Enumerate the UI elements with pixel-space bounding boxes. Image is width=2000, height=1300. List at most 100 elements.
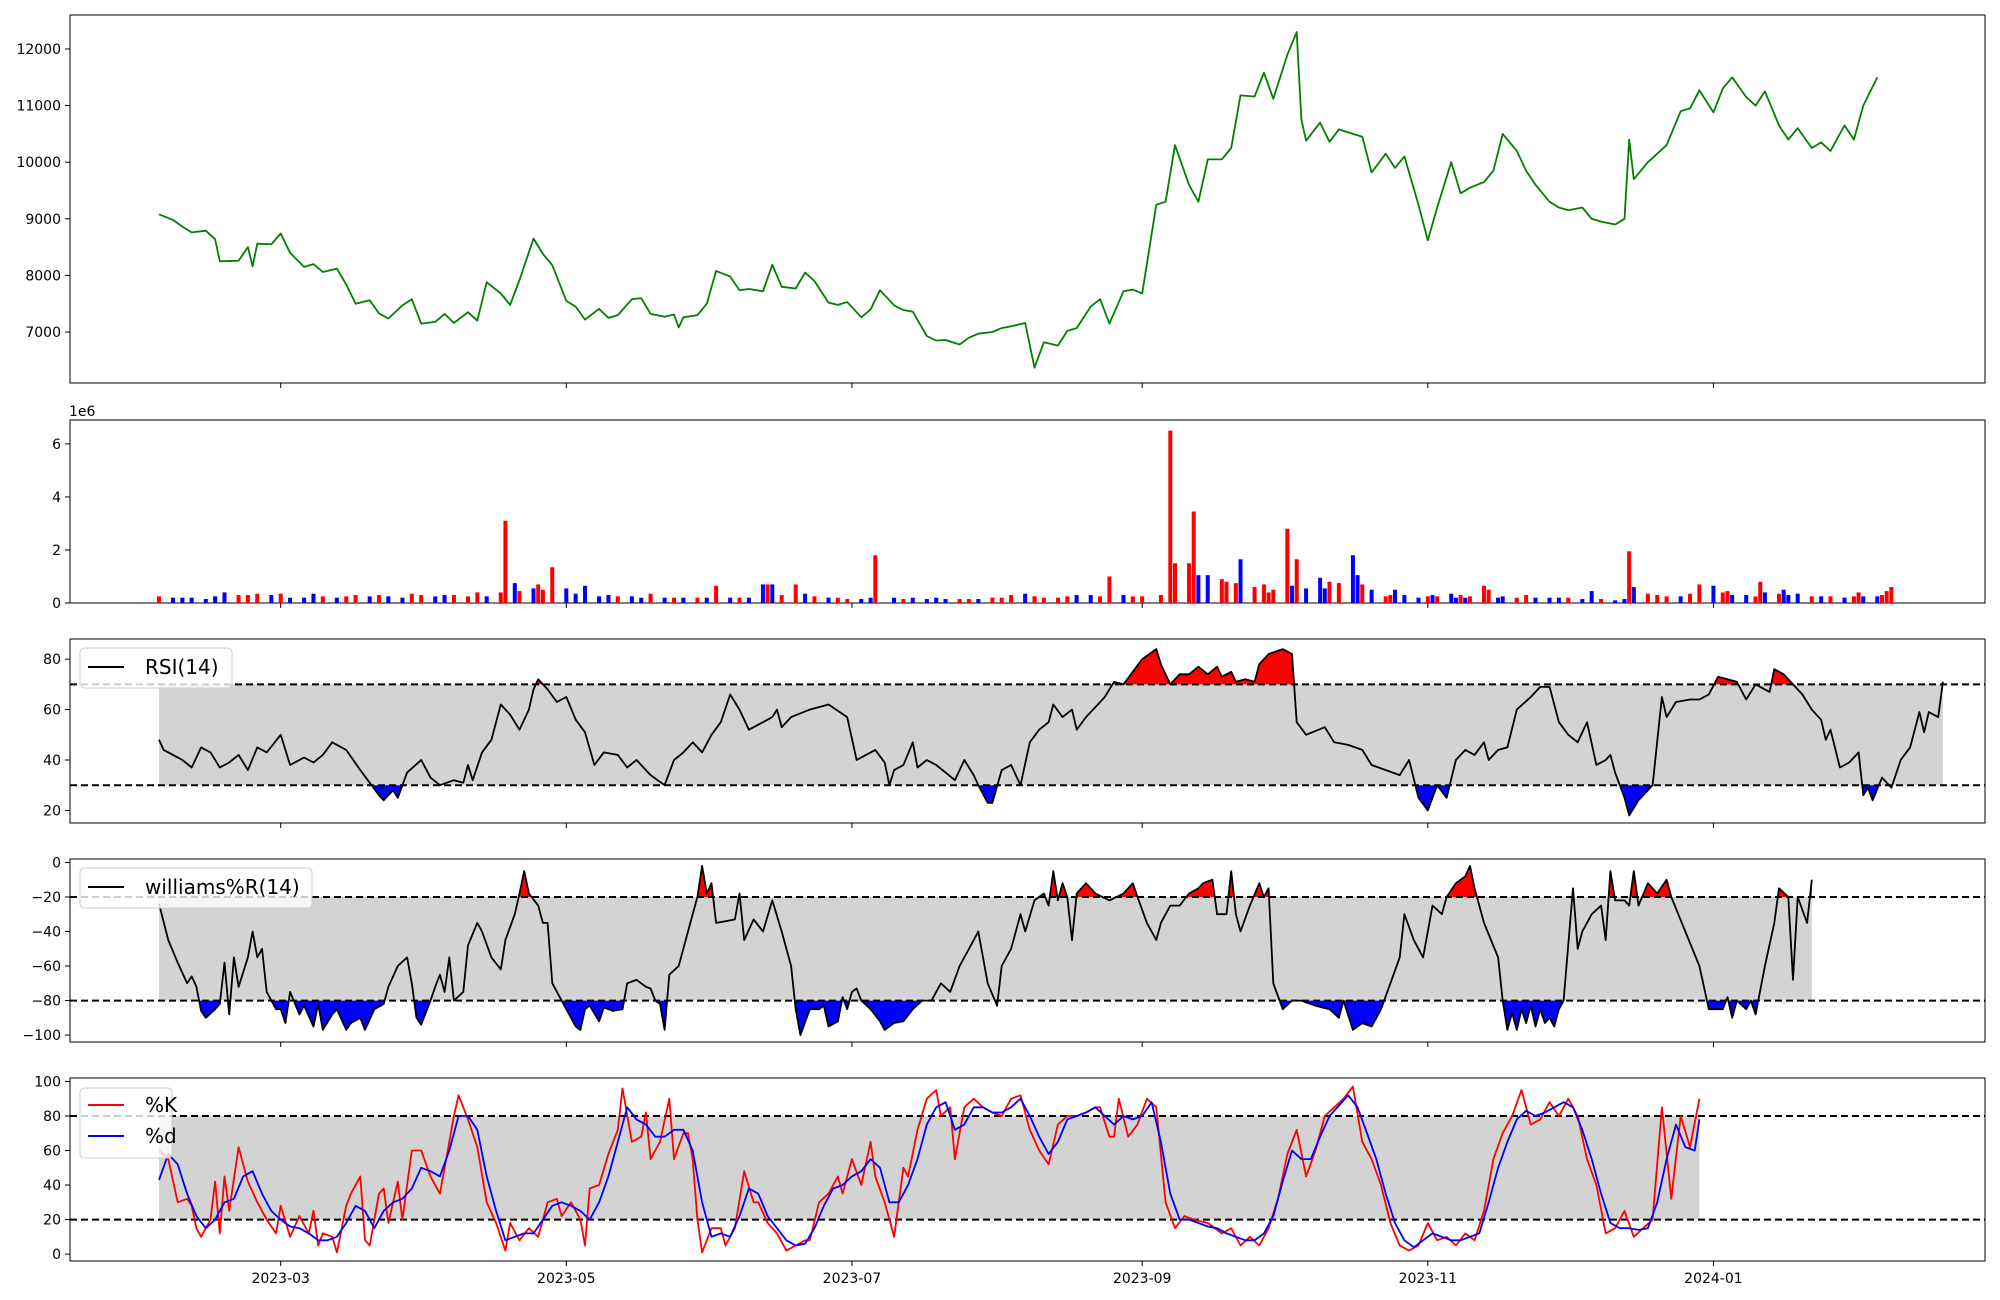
volume-bar xyxy=(639,597,644,603)
volume-bar xyxy=(1463,597,1468,603)
rsi-oversold-fill xyxy=(978,785,998,803)
rsi-series-line-0 xyxy=(158,648,1944,817)
volume-bar xyxy=(583,585,588,603)
rsi-overbought-fill xyxy=(1771,669,1793,685)
volume-bar xyxy=(1074,595,1079,603)
volume-bar xyxy=(564,588,569,603)
volume-bar xyxy=(1655,595,1660,603)
stochastic-y-tick-label: 40 xyxy=(43,1178,61,1194)
volume-bar xyxy=(1482,585,1487,603)
x-tick-label: 2023-09 xyxy=(1113,1271,1172,1287)
volume-bar xyxy=(1688,593,1693,603)
volume-bar xyxy=(648,593,653,603)
rsi-legend-box xyxy=(79,647,233,689)
volume-bar xyxy=(1172,563,1177,603)
volume-bar xyxy=(1023,593,1028,603)
volume-bar xyxy=(976,599,981,603)
volume-bar xyxy=(1599,599,1604,603)
volume-bar xyxy=(1730,595,1735,603)
williams-r-legend-box xyxy=(79,867,313,909)
williams-r-oversold-fill xyxy=(414,1000,431,1025)
volume-bar xyxy=(1350,555,1355,603)
volume-bar xyxy=(1786,595,1791,603)
rsi-y-tick-label: 40 xyxy=(43,753,61,769)
volume-bar xyxy=(1486,589,1491,603)
volume-bar xyxy=(803,593,808,603)
volume-bar xyxy=(1744,595,1749,603)
volume-bar xyxy=(1524,595,1529,603)
volume-bar xyxy=(892,597,897,603)
volume-bar xyxy=(1140,596,1145,603)
williams-r-series-line-0 xyxy=(158,865,1813,1036)
williams-r-overbought-fill xyxy=(518,871,532,897)
volume-bar xyxy=(859,599,864,603)
volume-bar xyxy=(1336,583,1341,603)
volume-bar xyxy=(320,596,325,603)
volume-bar xyxy=(943,599,948,603)
volume-bar xyxy=(1711,585,1716,603)
volume-bar xyxy=(1547,597,1552,603)
volume-bar xyxy=(1304,588,1309,603)
volume-bar xyxy=(901,599,906,603)
rsi-panel: 20 40 60 80 RSI(14) xyxy=(43,638,1986,828)
volume-bar xyxy=(934,597,939,603)
stochastic-legend-d-label: %d xyxy=(145,1124,177,1148)
volume-bar xyxy=(1191,511,1196,603)
volume-bar xyxy=(1781,589,1786,603)
volume-bar xyxy=(1875,596,1880,603)
rsi-legend: RSI(14) xyxy=(79,647,233,689)
williams-r-oversold-fill xyxy=(1728,1000,1737,1018)
rsi-overbought-fill xyxy=(1170,649,1295,685)
williams-r-neutral-band xyxy=(158,896,1812,1001)
volume-bar xyxy=(765,584,770,603)
volume-bar xyxy=(1322,588,1327,603)
volume-bar xyxy=(606,595,611,603)
volume-bar xyxy=(1809,596,1814,603)
stochastic-y-tick-label: 20 xyxy=(43,1213,61,1229)
stochastic-y-tick-label: 100 xyxy=(34,1074,61,1090)
price-series-line-0 xyxy=(158,31,1879,369)
volume-bar xyxy=(1088,595,1093,603)
volume-bar xyxy=(1500,596,1505,603)
williams-r-y-tick-label: −80 xyxy=(31,994,61,1010)
williams-r-legend: williams%R(14) xyxy=(79,867,313,909)
williams-r-overbought-fill xyxy=(1446,865,1477,897)
volume-bar xyxy=(1533,597,1538,603)
volume-bar xyxy=(409,593,414,603)
volume-bar xyxy=(1861,596,1866,603)
volume-bar xyxy=(1884,591,1889,603)
volume-bar xyxy=(1187,563,1192,603)
volume-bar xyxy=(1458,595,1463,603)
williams-r-oversold-fill xyxy=(861,1000,923,1030)
volume-bar xyxy=(826,597,831,603)
williams-r-y-tick-label: 0 xyxy=(52,855,61,871)
volume-bar xyxy=(1233,583,1238,603)
volume-bar xyxy=(353,595,358,603)
rsi-oversold-fill xyxy=(1415,785,1438,811)
volume-bar xyxy=(1393,589,1398,603)
volume-panel: 1e6 0 2 4 6 xyxy=(52,404,1986,612)
volume-bar xyxy=(1631,587,1636,603)
volume-bar xyxy=(1219,579,1224,603)
volume-bar xyxy=(1819,596,1824,603)
volume-bar xyxy=(156,596,161,603)
volume-bar xyxy=(1795,593,1800,603)
volume-bar xyxy=(704,597,709,603)
stochastic-axes-frame xyxy=(69,1077,1986,1262)
volume-bar xyxy=(746,597,751,603)
volume-bar xyxy=(1842,597,1847,603)
volume-bar xyxy=(868,597,873,603)
volume-bar xyxy=(1285,528,1290,603)
volume-bar xyxy=(681,597,686,603)
volume-bar xyxy=(269,595,274,603)
volume-bar xyxy=(1566,597,1571,603)
volume-bar xyxy=(1196,575,1201,603)
volume-bar xyxy=(1327,581,1332,603)
volume-bar xyxy=(1355,575,1360,603)
volume-bar xyxy=(1294,559,1299,603)
volume-bar xyxy=(1430,595,1435,603)
williams-r-overbought-fill xyxy=(1186,879,1215,897)
volume-bar xyxy=(1776,593,1781,603)
volume-bar xyxy=(171,597,176,603)
